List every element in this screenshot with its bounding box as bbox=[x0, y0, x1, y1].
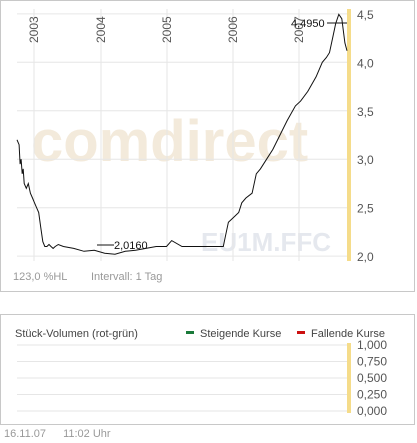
low-marker: 2,0160 bbox=[97, 240, 148, 252]
high-marker: 4,4950 bbox=[291, 18, 347, 30]
y-tick-label: 4,0 bbox=[357, 56, 374, 70]
footer-timestamp: 16.11.07 11:02 Uhr bbox=[4, 428, 125, 440]
footer-date: 16.11.07 bbox=[4, 428, 47, 440]
price-series-line bbox=[16, 13, 348, 255]
x-year-label: 2004 bbox=[94, 16, 108, 43]
volume-y-axis-highlight-bar bbox=[347, 343, 351, 413]
volume-grid bbox=[17, 344, 347, 412]
grid bbox=[17, 9, 347, 261]
volume-y-tick-label: 0,750 bbox=[357, 355, 387, 369]
y-tick-label: 3,5 bbox=[357, 105, 374, 119]
volume-y-tick-label: 0,250 bbox=[357, 388, 387, 402]
range-label: 123,0 %HL bbox=[13, 271, 67, 283]
legend-up-label: Steigende Kurse bbox=[200, 328, 281, 340]
price-chart: comdirect EU1M.FFC 2003 2004 2005 2006 2007 … bbox=[13, 8, 374, 283]
interval-label: Intervall: 1 Tag bbox=[91, 271, 162, 283]
volume-y-tick-label: 0,000 bbox=[357, 404, 387, 418]
instrument-watermark: EU1M.FFC bbox=[201, 227, 331, 257]
x-axis-years: 2003 2004 2005 2006 2007 bbox=[27, 16, 306, 43]
legend-down-swatch bbox=[297, 331, 305, 334]
volume-y-tick-label: 1,000 bbox=[357, 338, 387, 352]
high-label: 4,4950 bbox=[291, 18, 325, 30]
x-year-label: 2005 bbox=[160, 16, 174, 43]
low-label: 2,0160 bbox=[114, 240, 148, 252]
y-tick-label: 2,5 bbox=[357, 202, 374, 216]
volume-y-tick-label: 0,500 bbox=[357, 371, 387, 385]
legend-down-label: Fallende Kurse bbox=[311, 328, 385, 340]
footer-time: 11:02 Uhr bbox=[63, 428, 111, 440]
volume-chart-panel: Stück-Volumen (rot-grün) Steigende Kurse… bbox=[0, 314, 415, 425]
y-tick-label: 4,5 bbox=[357, 8, 374, 22]
volume-chart: Stück-Volumen (rot-grün) Steigende Kurse… bbox=[15, 328, 387, 418]
volume-title: Stück-Volumen (rot-grün) bbox=[15, 328, 138, 340]
y-axis-ticks: 2,0 2,5 3,0 3,5 4,0 4,5 bbox=[357, 8, 374, 264]
price-chart-panel: comdirect EU1M.FFC 2003 2004 2005 2006 2007 … bbox=[0, 0, 415, 292]
x-year-label: 2006 bbox=[226, 16, 240, 43]
x-year-label: 2003 bbox=[27, 16, 41, 43]
watermark-logo: comdirect bbox=[31, 109, 308, 174]
y-axis-highlight-bar bbox=[347, 9, 351, 261]
y-tick-label: 3,0 bbox=[357, 153, 374, 167]
y-tick-label: 2,0 bbox=[357, 250, 374, 264]
legend-up-swatch bbox=[186, 331, 194, 334]
x-year-label: 2007 bbox=[292, 16, 306, 43]
volume-y-axis-ticks: 0,000 0,250 0,500 0,750 1,000 bbox=[357, 338, 387, 418]
